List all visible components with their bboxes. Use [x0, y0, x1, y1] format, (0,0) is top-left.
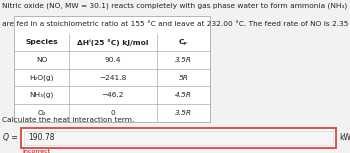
Text: Species: Species [25, 39, 58, 45]
Text: kW: kW [339, 133, 350, 142]
Text: 90.4: 90.4 [105, 57, 121, 63]
Text: −46.2: −46.2 [102, 92, 124, 98]
Bar [25, 131, 332, 145]
Text: −241.8: −241.8 [99, 75, 127, 81]
Text: are fed in a stoichiometric ratio at 155 °C and leave at 232.00 °C. The feed rat: are fed in a stoichiometric ratio at 155… [2, 21, 350, 27]
Text: 3.5R: 3.5R [175, 57, 192, 63]
Text: H₂O(g): H₂O(g) [29, 74, 54, 81]
Text: NO: NO [36, 57, 47, 63]
Text: 0: 0 [111, 110, 116, 116]
Bar [14, 16, 210, 122]
Text: 4.5R: 4.5R [175, 92, 192, 98]
Text: 3.5R: 3.5R [175, 110, 192, 116]
Text: 190.78: 190.78 [29, 133, 55, 142]
Bar [21, 128, 336, 148]
Text: Calculate the heat interaction term.: Calculate the heat interaction term. [2, 117, 134, 123]
Text: 5R: 5R [178, 75, 189, 81]
Text: Incorrect: Incorrect [23, 149, 51, 153]
Text: NH₃(g): NH₃(g) [29, 92, 54, 99]
Bar [14, 16, 210, 122]
Text: O₂: O₂ [37, 110, 46, 116]
Text: Nitric oxide (NO, MW = 30.1) reacts completely with gas phase water to form ammo: Nitric oxide (NO, MW = 30.1) reacts comp… [2, 2, 350, 9]
Text: ΔHⁱ(25 °C) kJ/mol: ΔHⁱ(25 °C) kJ/mol [77, 39, 149, 46]
Text: Cₚ: Cₚ [179, 39, 188, 45]
Text: Q =: Q = [3, 133, 18, 142]
